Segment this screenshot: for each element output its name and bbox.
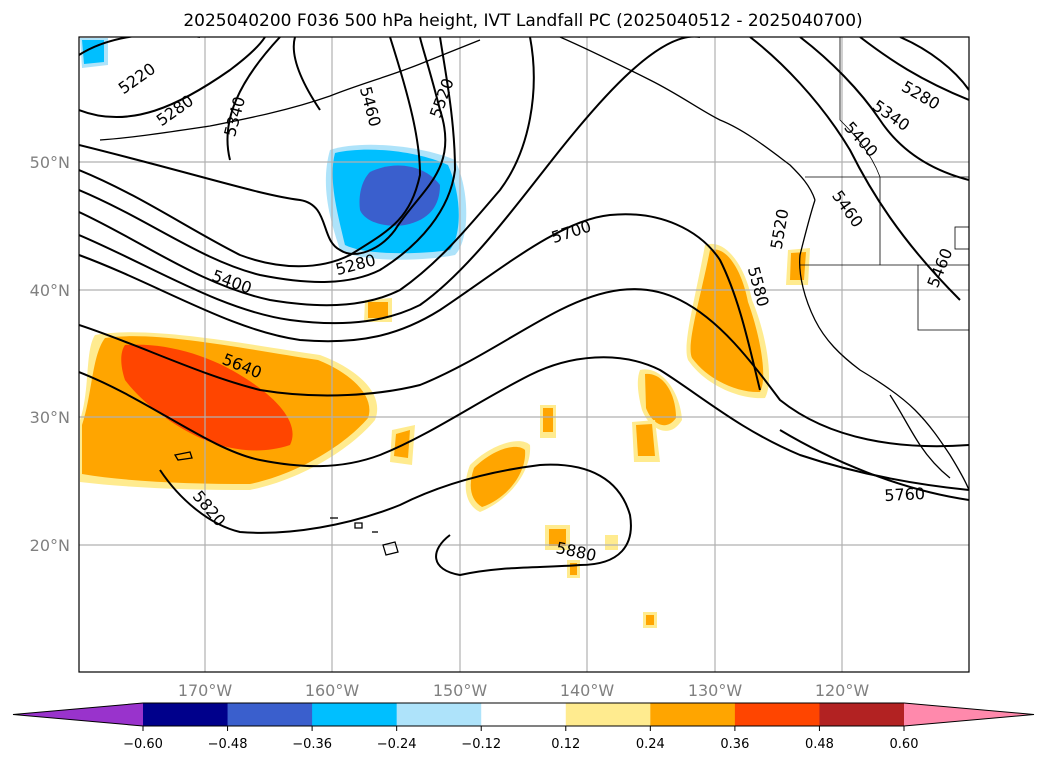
lon-label: 160°W (305, 681, 360, 700)
lat-label: 50°N (30, 153, 70, 172)
lat-label: 40°N (30, 281, 70, 300)
latitude-labels: 50°N 40°N 30°N 20°N (30, 153, 70, 555)
colorbar-bin (227, 703, 313, 726)
colorbar-tick-label: −0.24 (377, 737, 417, 752)
colorbar-extend-low (13, 703, 143, 726)
colorbar-bin (650, 703, 736, 726)
colorbar-bin (819, 703, 905, 726)
colorbar-bin (312, 703, 398, 726)
colorbar-tick-label: 0.24 (636, 737, 665, 752)
lon-label: 120°W (815, 681, 870, 700)
longitude-labels: 170°W 160°W 150°W 140°W 130°W 120°W (178, 681, 870, 700)
colorbar: −0.60 −0.48 −0.36 −0.24 −0.12 0.12 0.24 0.36 0.4… (12, 702, 1035, 752)
lon-label: 140°W (560, 681, 615, 700)
lon-label: 170°W (178, 681, 233, 700)
lat-label: 20°N (30, 536, 70, 555)
colorbar-bin (734, 703, 820, 726)
figure-title: 2025040200 F036 500 hPa height, IVT Land… (183, 11, 862, 31)
negative-ivt-region (80, 38, 467, 260)
graticule (79, 37, 969, 672)
colorbar-bin (396, 703, 482, 726)
colorbar-tick-label: −0.48 (208, 737, 248, 752)
colorbar-tick-label: −0.12 (461, 737, 501, 752)
lon-label: 150°W (433, 681, 488, 700)
height-contours (79, 37, 969, 577)
colorbar-tick-label: 0.12 (551, 737, 580, 752)
colorbar-bin (143, 703, 229, 726)
colorbar-tick-label: −0.36 (292, 737, 332, 752)
colorbar-bin (481, 703, 567, 726)
colorbar-bin (565, 703, 651, 726)
contour-label: 5760 (884, 484, 926, 505)
lon-label: 130°W (688, 681, 743, 700)
lat-label: 30°N (30, 408, 70, 427)
colorbar-tick-label: 0.60 (890, 737, 919, 752)
colorbar-extend-high (904, 703, 1034, 726)
colorbar-tick-label: 0.48 (805, 737, 834, 752)
colorbar-tick-label: 0.36 (720, 737, 749, 752)
political-borders (800, 37, 969, 331)
colorbar-tick-label: −0.60 (123, 737, 163, 752)
map-panel: 5220 5280 5340 5460 5520 5280 5400 5700 … (78, 36, 970, 673)
